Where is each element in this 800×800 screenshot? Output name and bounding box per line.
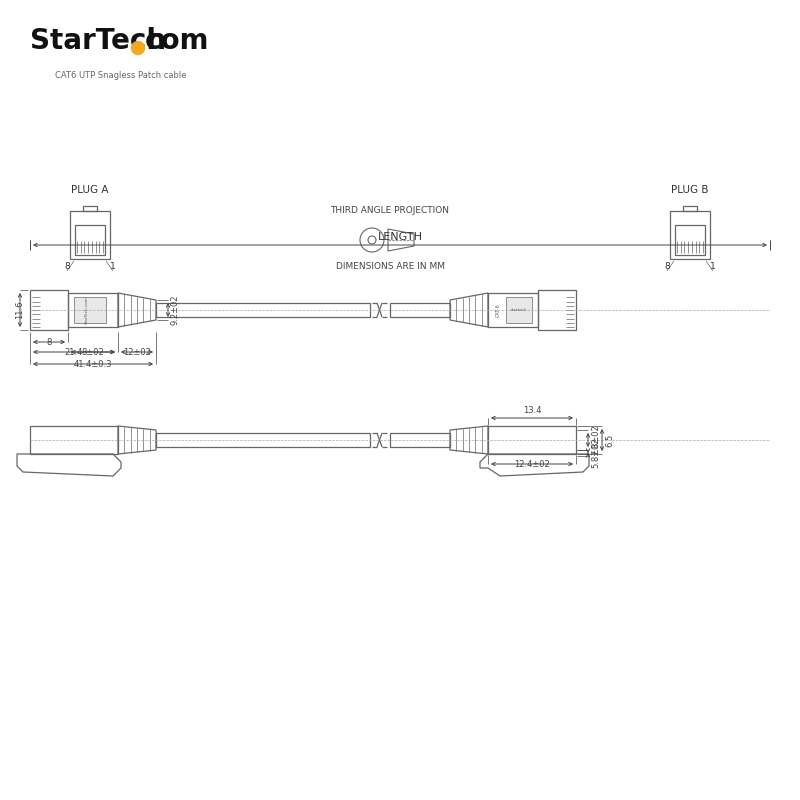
Bar xyxy=(488,293,538,327)
Text: startech: startech xyxy=(511,308,527,312)
Text: 1: 1 xyxy=(710,262,716,271)
Bar xyxy=(538,290,576,330)
Bar xyxy=(156,303,370,317)
Bar xyxy=(506,297,532,323)
Text: 8: 8 xyxy=(64,262,70,271)
Circle shape xyxy=(131,42,145,54)
Text: 8: 8 xyxy=(664,262,670,271)
Text: 8: 8 xyxy=(46,338,52,347)
Text: 12.4±02: 12.4±02 xyxy=(514,460,550,469)
Bar xyxy=(670,211,710,259)
Text: 11.6: 11.6 xyxy=(15,301,24,319)
Text: 7.8±02: 7.8±02 xyxy=(591,425,600,455)
Bar xyxy=(390,303,450,317)
Text: 12±02: 12±02 xyxy=(123,348,151,357)
Bar xyxy=(30,290,68,330)
Text: StarTech.com: StarTech.com xyxy=(85,296,89,324)
Bar xyxy=(675,225,705,255)
Text: 41.4±0.3: 41.4±0.3 xyxy=(74,360,112,369)
Text: 5.8±02: 5.8±02 xyxy=(591,438,600,468)
Text: THIRD ANGLE PROJECTION: THIRD ANGLE PROJECTION xyxy=(330,206,450,215)
Text: 1: 1 xyxy=(110,262,116,271)
Bar xyxy=(488,426,576,454)
Text: PLUG B: PLUG B xyxy=(671,185,709,195)
Text: 8±02: 8±02 xyxy=(82,348,104,357)
Text: CAT6 UTP Snagless Patch cable: CAT6 UTP Snagless Patch cable xyxy=(55,71,186,80)
Bar xyxy=(74,297,106,323)
Text: LENGTH: LENGTH xyxy=(378,232,422,242)
Bar xyxy=(156,433,370,447)
Text: 13.4: 13.4 xyxy=(522,406,542,415)
Bar xyxy=(683,206,697,211)
Text: DIMENSIONS ARE IN MM: DIMENSIONS ARE IN MM xyxy=(335,262,445,271)
Text: 21.4: 21.4 xyxy=(65,348,83,357)
Text: com: com xyxy=(145,27,210,55)
Text: StarTech: StarTech xyxy=(30,27,166,55)
Bar xyxy=(75,225,105,255)
Text: 6.5: 6.5 xyxy=(605,434,614,446)
Bar xyxy=(30,426,118,454)
Text: CAT-6: CAT-6 xyxy=(495,303,501,317)
Text: 9.2±02: 9.2±02 xyxy=(171,294,180,326)
Bar xyxy=(83,206,97,211)
Bar xyxy=(390,433,450,447)
Bar xyxy=(68,293,118,327)
Text: PLUG A: PLUG A xyxy=(71,185,109,195)
Bar xyxy=(70,211,110,259)
